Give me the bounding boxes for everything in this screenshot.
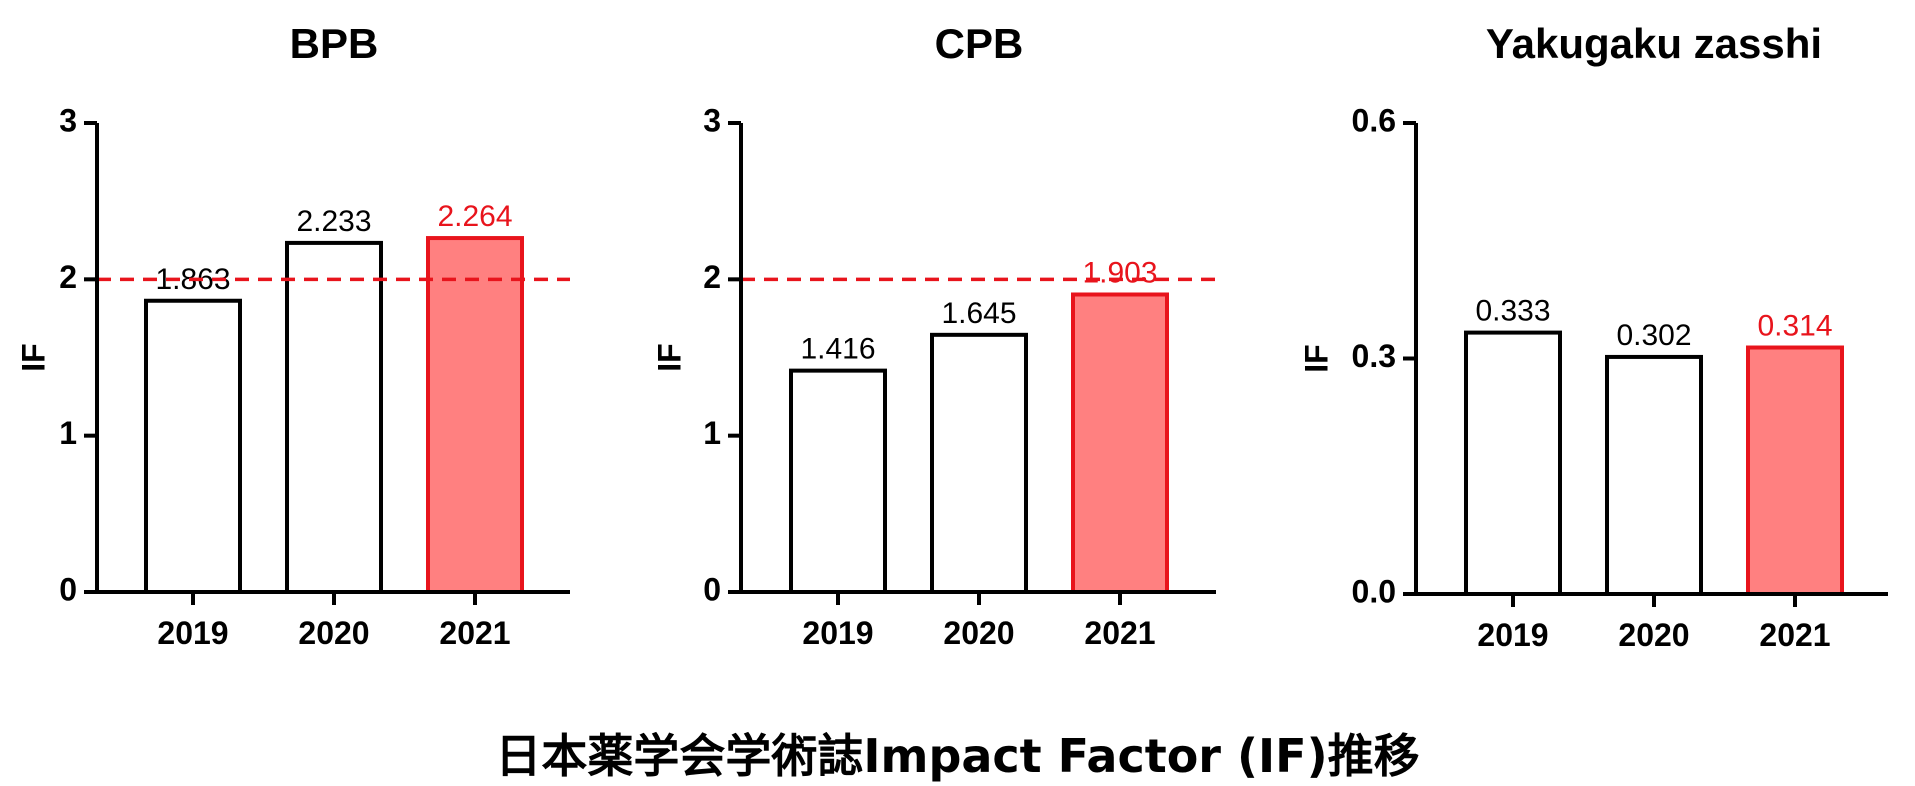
bar-2021 [426,236,524,594]
bar-value-label: 1.903 [1082,256,1157,289]
y-tick-label: 0 [703,571,721,607]
bar-2020 [930,332,1028,594]
x-tick-label: 2020 [1618,617,1689,653]
bar-value-label: 1.416 [800,333,875,366]
bar-2021 [1071,292,1169,594]
x-tick-label: 2020 [298,615,369,651]
bar-2019 [144,298,242,594]
panel-title: Yakugaku zasshi [1486,20,1822,67]
y-axis-label: IF [651,343,687,371]
y-tick-label: 0.0 [1352,573,1396,609]
bar-value-label: 2.233 [296,205,371,238]
bar-value-label: 0.333 [1475,295,1550,328]
figure-caption: 日本薬学会学術誌Impact Factor (IF)推移 [495,729,1420,783]
x-tick-label: 2019 [1477,617,1548,653]
panel-title: BPB [290,20,379,67]
panel-title: CPB [935,20,1024,67]
y-tick-label: 3 [59,102,77,138]
bar-value-label: 1.645 [941,297,1016,330]
bar-2020 [285,240,383,595]
y-tick-label: 1 [59,415,77,451]
x-tick-label: 2019 [157,615,228,651]
x-tick-label: 2021 [1759,617,1830,653]
bar-value-label: 0.314 [1757,310,1832,343]
x-tick-label: 2019 [802,615,873,651]
x-tick-label: 2021 [439,615,510,651]
y-tick-label: 2 [59,259,77,295]
bar-2020 [1605,354,1703,596]
y-tick-label: 0.6 [1352,102,1396,138]
x-tick-label: 2020 [943,615,1014,651]
bar-2019 [789,368,887,594]
y-tick-label: 2 [703,259,721,295]
y-tick-label: 0 [59,571,77,607]
bar-value-label: 2.264 [437,200,512,233]
bar-2019 [1464,330,1562,596]
bar-2021 [1746,345,1844,597]
x-tick-label: 2021 [1084,615,1155,651]
y-axis-label: IF [15,343,51,371]
y-axis-label: IF [1298,344,1334,372]
y-tick-label: 3 [703,102,721,138]
y-tick-label: 1 [703,415,721,451]
bar-value-label: 0.302 [1616,319,1691,352]
y-tick-label: 0.3 [1352,338,1396,374]
